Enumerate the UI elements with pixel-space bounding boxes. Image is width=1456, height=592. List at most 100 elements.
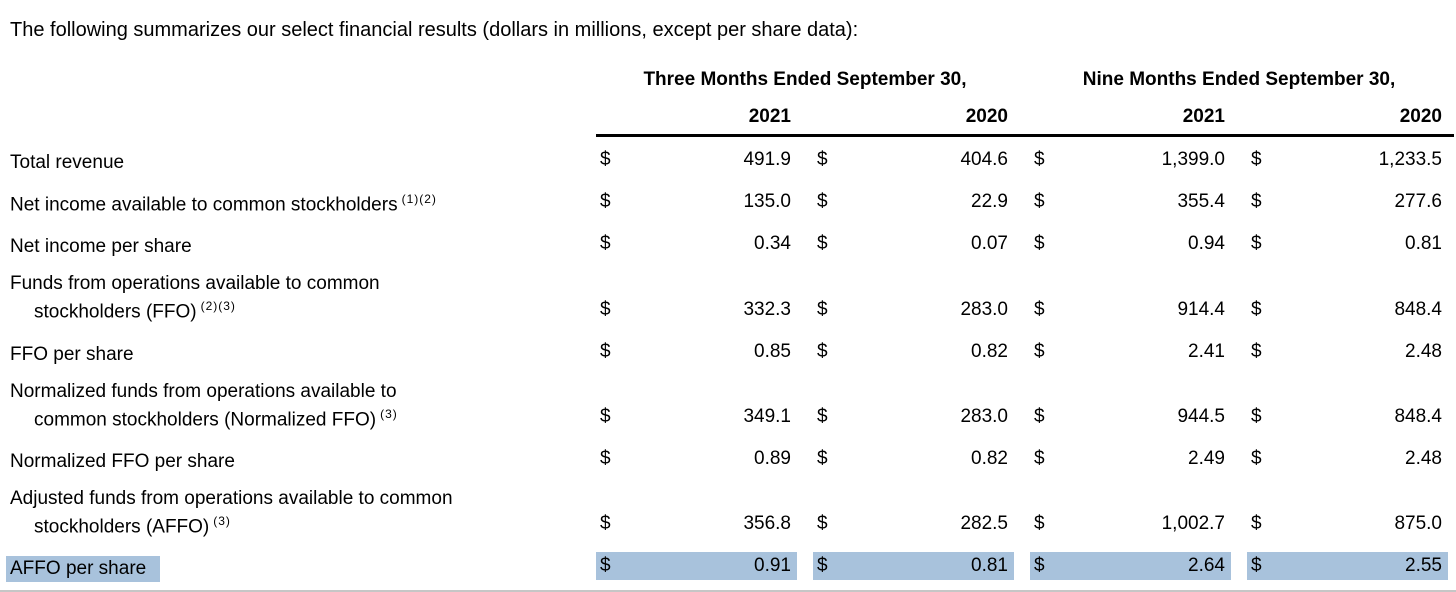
value-cell: $135.0 [596,188,797,216]
value-text: 491.9 [743,149,791,170]
value-cell: $491.9 [596,146,797,174]
header-label-spacer [10,69,596,91]
value-text: 848.4 [1394,298,1442,320]
value-text: 283.0 [960,298,1008,320]
value-text: 283.0 [960,405,1008,427]
value-cell: $1,399.0 [1030,146,1231,174]
row-label: AFFO per share [6,556,596,583]
dollar-sign: $ [1034,513,1045,535]
value-text: 0.82 [971,447,1008,469]
table-row: Adjusted funds from operations available… [10,487,1456,538]
row-label-line: Funds from operations available to commo… [10,272,596,295]
row-label-line: Net income available to common stockhold… [10,188,596,216]
header-rule [596,134,1454,137]
financial-results-table: Three Months Ended September 30, Nine Mo… [0,69,1456,592]
dollar-sign: $ [817,447,828,469]
row-label-line: FFO per share [10,343,596,366]
row-label-text: AFFO per share [6,556,161,583]
value-text: 2.64 [1188,555,1225,577]
dollar-sign: $ [600,340,611,362]
dollar-sign: $ [600,555,611,577]
row-label-text: Adjusted funds from operations available… [10,487,453,509]
value-cell: $283.0 [813,403,1014,431]
dollar-sign: $ [600,298,611,320]
value-text: 2.48 [1405,447,1442,469]
value-text: 2.55 [1405,555,1442,577]
footnote-reference: (1)(2) [401,192,437,206]
row-label-text: Funds from operations available to commo… [10,273,380,295]
table-row: Normalized FFO per share $0.89 $0.82 $2.49… [10,445,1456,473]
period-header-three-months: Three Months Ended September 30, [643,69,967,90]
dollar-sign: $ [600,447,611,469]
value-text: 0.81 [1405,233,1442,255]
value-cell: $283.0 [813,296,1014,324]
row-label-line: common stockholders (Normalized FFO) (3) [10,403,596,431]
value-text: 135.0 [743,191,791,213]
row-label-text: common stockholders (Normalized FFO) [34,408,377,430]
value-text: 0.89 [754,447,791,469]
document-page: The following summarizes our select fina… [0,19,1456,592]
dollar-sign: $ [1251,191,1262,213]
dollar-sign: $ [817,340,828,362]
period-header-nine-months: Nine Months Ended September 30, [1082,69,1396,90]
value-text: 875.0 [1394,513,1442,535]
row-label: Total revenue [10,151,596,174]
dollar-sign: $ [817,149,828,170]
intro-text: The following summarizes our select fina… [10,19,859,41]
row-label-line: Adjusted funds from operations available… [10,487,596,510]
value-text: 848.4 [1394,405,1442,427]
year-label-spacer [10,106,596,128]
value-cell: $0.82 [813,445,1014,473]
period-header-row: Three Months Ended September 30, Nine Mo… [10,69,1456,91]
value-cell: $914.4 [1030,296,1231,324]
year-header-9m-2021: 2021 [1182,106,1225,127]
value-text: 0.81 [971,555,1008,577]
row-label: Funds from operations available to commo… [10,272,596,323]
row-label-line: stockholders (AFFO) (3) [10,510,596,538]
dollar-sign: $ [817,191,828,213]
year-header-3m-2021: 2021 [748,106,791,127]
value-text: 944.5 [1177,405,1225,427]
dollar-sign: $ [1251,555,1262,577]
row-label-line: AFFO per share [6,556,596,583]
value-cell: $0.34 [596,230,797,258]
row-label-line: Total revenue [10,151,596,174]
value-cell: $332.3 [596,296,797,324]
dollar-sign: $ [1034,340,1045,362]
dollar-sign: $ [600,149,611,170]
table-row: Net income per share $0.34 $0.07 $0.94 $0.8… [10,230,1456,258]
value-text: 0.85 [754,340,791,362]
dollar-sign: $ [600,233,611,255]
table-row: Funds from operations available to commo… [10,272,1456,323]
dollar-sign: $ [1034,555,1045,577]
value-text: 0.94 [1188,233,1225,255]
value-text: 1,399.0 [1161,149,1225,170]
dollar-sign: $ [600,191,611,213]
value-text: 355.4 [1177,191,1225,213]
row-label-text: Normalized funds from operations availab… [10,380,397,402]
value-cell: $0.94 [1030,230,1231,258]
row-label-text: stockholders (FFO) [34,301,197,323]
value-text: 2.41 [1188,340,1225,362]
value-cell: $2.49 [1030,445,1231,473]
value-text: 0.07 [971,233,1008,255]
dollar-sign: $ [817,555,828,577]
dollar-sign: $ [1251,405,1262,427]
footnote-reference: (2)(3) [200,299,236,314]
table-row: Normalized funds from operations availab… [10,380,1456,431]
dollar-sign: $ [1034,447,1045,469]
value-cell: $848.4 [1247,296,1448,324]
row-label: FFO per share [10,343,596,366]
dollar-sign: $ [817,405,828,427]
row-label: Adjusted funds from operations available… [10,487,596,538]
value-cell: $277.6 [1247,188,1448,216]
dollar-sign: $ [600,405,611,427]
value-cell: $875.0 [1247,510,1448,538]
value-cell: $0.81 [813,552,1014,581]
value-cell: $0.81 [1247,230,1448,258]
year-header-9m-2020: 2020 [1399,106,1442,127]
footnote-reference: (3) [380,406,398,421]
value-text: 332.3 [743,298,791,320]
value-cell: $0.07 [813,230,1014,258]
value-cell: $2.64 [1030,552,1231,581]
